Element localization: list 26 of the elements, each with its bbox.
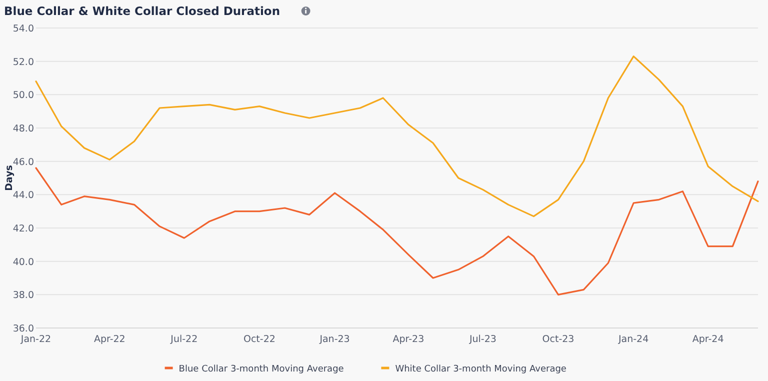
y-tick-label: 36.0	[12, 324, 34, 334]
x-tick-label: Jan-23	[318, 334, 350, 345]
legend-label: Blue Collar 3-month Moving Average	[178, 364, 344, 374]
x-tick-label: Oct-22	[244, 334, 276, 345]
y-tick-label: 52.0	[12, 56, 34, 68]
x-tick-label: Apr-24	[692, 334, 724, 345]
y-tick-label: 42.0	[12, 224, 34, 234]
line-series	[35, 56, 759, 218]
x-tick-label: Jul-22	[170, 334, 198, 345]
x-tick-label: Jul-23	[468, 334, 496, 345]
x-tick-label: Apr-23	[392, 334, 424, 345]
x-tick-label: Jan-24	[617, 334, 649, 345]
y-tick-label: 44.0	[12, 190, 34, 202]
y-tick-label: 40.0	[12, 256, 34, 268]
y-tick-label: 46.0	[12, 156, 34, 168]
y-tick-label: 54.0	[12, 24, 34, 34]
x-tick-label: Apr-22	[94, 334, 126, 345]
y-axis-title: Days	[4, 164, 15, 191]
line-series	[35, 167, 759, 296]
x-tick-label: Oct-23	[542, 334, 574, 345]
y-tick-label: 38.0	[12, 290, 34, 302]
x-tick-label: Jan-22	[20, 334, 52, 345]
y-tick-label: 48.0	[12, 124, 34, 134]
y-tick-label: 50.0	[12, 90, 34, 102]
legend-label: White Collar 3-month Moving Average	[395, 364, 567, 374]
chart-title: Blue Collar & White Collar Closed Duration	[4, 4, 280, 18]
